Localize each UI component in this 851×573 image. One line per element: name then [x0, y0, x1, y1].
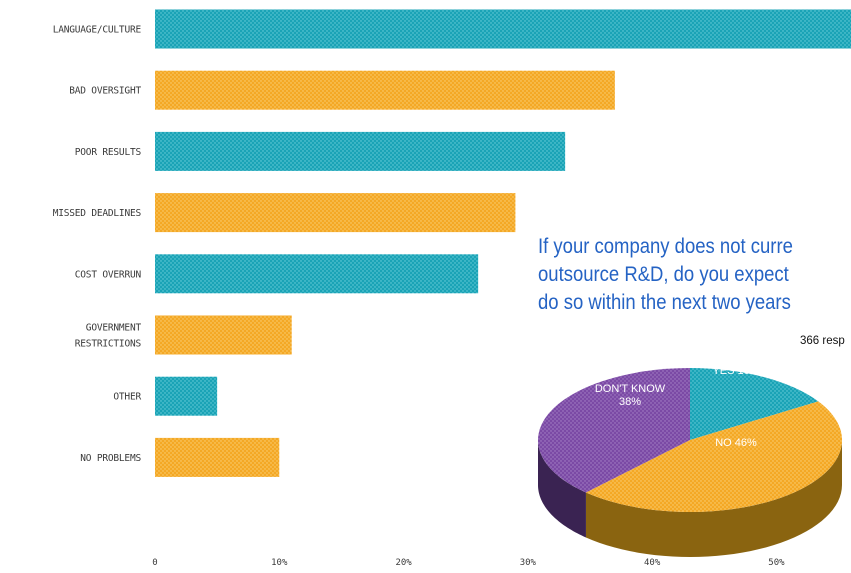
- pie-title-line-2: outsource R&D, do you expect: [538, 262, 789, 286]
- pie-slice-no-46: [585, 401, 843, 513]
- category-label-cost-overrun: COST OVERRUN: [75, 269, 142, 280]
- category-label-missed-deadlines: MISSED DEADLINES: [53, 208, 142, 219]
- x-tick-label-20: 20%: [395, 558, 412, 568]
- category-label-other: OTHER: [113, 392, 141, 403]
- bar-missed-deadlines: [155, 193, 516, 233]
- pie-slice-yes-16: [690, 368, 819, 440]
- category-label-government-restrictions-line-2: RESTRICTIONS: [75, 339, 142, 350]
- pie-title-line-1: If your company does not curre: [538, 234, 793, 258]
- bar-no-problems: [155, 437, 280, 477]
- pie-chart: YES 16% NO 46% DON'T KNOW 38%: [537, 365, 843, 557]
- pie-label-no-46: NO 46%: [715, 437, 757, 449]
- bar-poor-results: [155, 131, 566, 171]
- pie-label-don-t-know-38: DON'T KNOW 38%: [595, 383, 666, 408]
- bar-bad-oversight: [155, 70, 615, 110]
- x-tick-label-40: 40%: [644, 558, 661, 568]
- pie-side-no-46: [585, 440, 842, 557]
- pie-title-line-3: do so within the next two years: [538, 290, 791, 314]
- bar-other: [155, 376, 218, 416]
- category-label-bad-oversight: BAD OVERSIGHT: [69, 86, 141, 97]
- category-label-poor-results: POOR RESULTS: [75, 147, 142, 158]
- x-tick-label-50: 50%: [768, 558, 785, 568]
- x-tick-label-30: 30%: [520, 558, 537, 568]
- x-tick-label-0: 0: [152, 558, 157, 568]
- bar-government-restrictions: [155, 315, 292, 355]
- respondent-count: 366 resp: [800, 335, 845, 347]
- x-tick-label-10: 10%: [271, 558, 288, 568]
- pie-side-don-t-know-38: [538, 440, 586, 538]
- category-label-government-restrictions-line-1: GOVERNMENT: [86, 323, 142, 334]
- category-label-no-problems: NO PROBLEMS: [80, 453, 141, 464]
- pie-question-title: If your company does not curre outsource…: [538, 232, 807, 316]
- category-label-language-culture: LANGUAGE/CULTURE: [53, 25, 142, 36]
- bar-chart: LANGUAGE/CULTURE BAD OVERSIGHT POOR RESULT…: [53, 9, 851, 568]
- bar-cost-overrun: [155, 254, 479, 294]
- pie-slice-don-t-know-38: [537, 368, 690, 493]
- bar-language-culture: [155, 9, 851, 49]
- pie-label-yes-16: YES 16%: [712, 365, 759, 377]
